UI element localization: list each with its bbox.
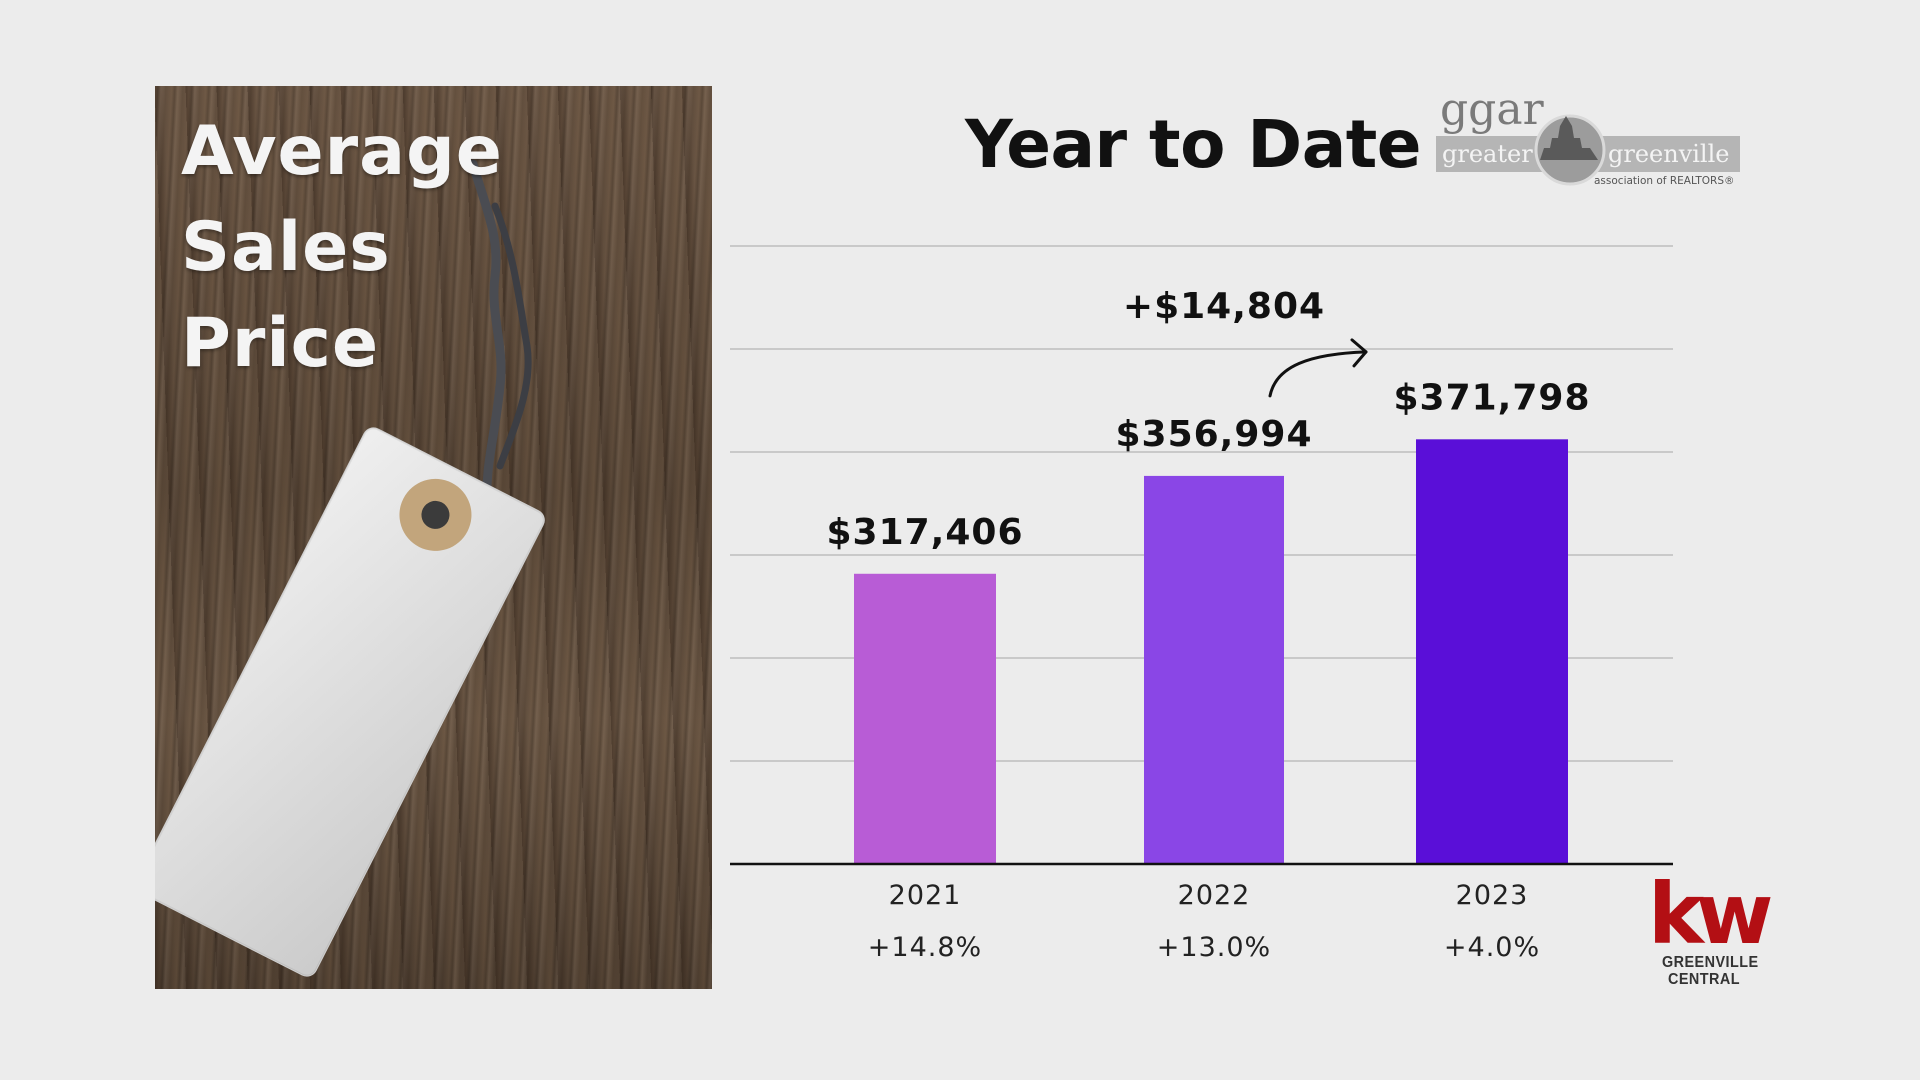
bar-2021 (854, 573, 996, 864)
panel-title-line: Price (181, 304, 380, 383)
panel-title-line: Sales (181, 208, 391, 287)
chart-title: Year to Date (965, 106, 1422, 183)
tick-label-2023: 2023 (1456, 880, 1529, 911)
photo-panel: Average Sales Price (155, 86, 712, 989)
chart-bars (854, 439, 1568, 864)
kw-logo-line2: CENTRAL (1668, 971, 1740, 988)
percent-change-2022: +13.0% (1157, 932, 1271, 963)
ggar-logo-greater: greater (1442, 140, 1533, 168)
ggar-logo-greenville: greenville (1608, 140, 1730, 168)
ggar-logo-association: association of REALTORS® (1594, 175, 1735, 187)
kw-logo: kw GREENVILLE CENTRAL (1648, 865, 1774, 992)
annotation-arrow (1268, 350, 1368, 398)
chart-labels: $317,406 2021 +14.8% $356,994 2022 +13.0% $371… (826, 377, 1590, 963)
chart-annotation: +$14,804 (1123, 286, 1368, 398)
tick-label-2021: 2021 (889, 880, 962, 911)
ggar-logo: ggar greater greenville association of R… (1436, 90, 1740, 187)
annotation-label: +$14,804 (1123, 286, 1325, 327)
price-tag-illustration (155, 159, 545, 977)
panel-title-line: Average (181, 112, 503, 191)
panel-title: Average Sales Price (181, 104, 503, 392)
annotation-arrowhead (1350, 338, 1368, 368)
value-label-2021: $317,406 (826, 512, 1023, 553)
value-label-2023: $371,798 (1393, 377, 1590, 418)
kw-logo-line1: GREENVILLE (1662, 954, 1759, 971)
ggar-logo-wordmark: ggar (1440, 90, 1545, 135)
percent-change-2023: +4.0% (1444, 932, 1540, 963)
bar-2023 (1416, 439, 1568, 864)
value-label-2022: $356,994 (1115, 414, 1312, 455)
kw-logo-letters: kw (1648, 865, 1774, 963)
tick-label-2022: 2022 (1178, 880, 1251, 911)
bar-2022 (1144, 475, 1284, 864)
percent-change-2021: +14.8% (868, 932, 982, 963)
